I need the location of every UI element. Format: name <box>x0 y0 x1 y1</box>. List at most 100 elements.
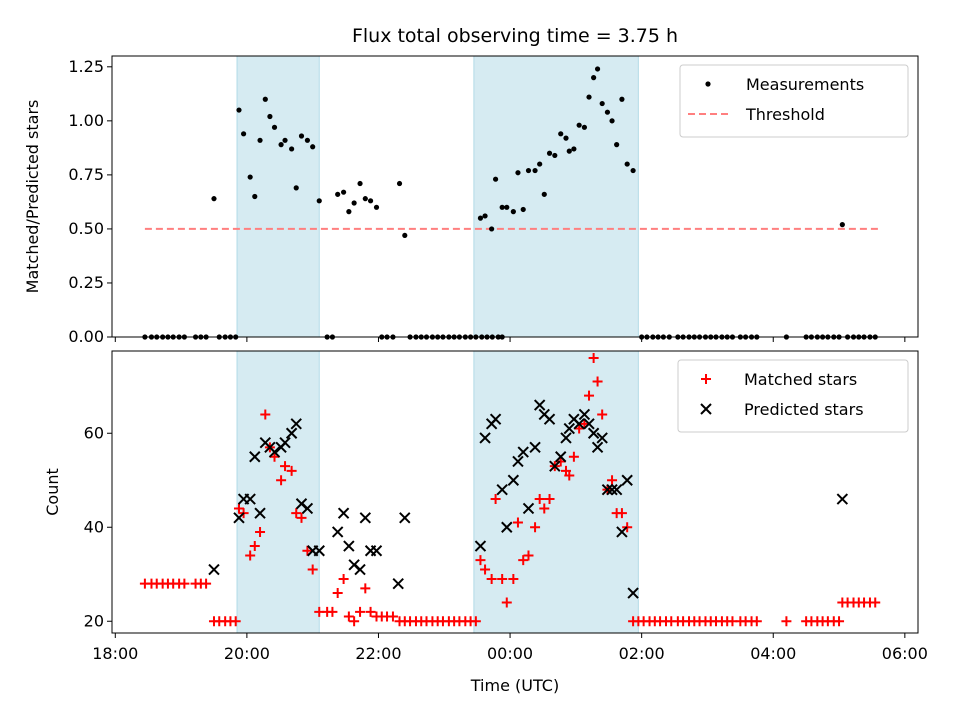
data-point <box>537 161 543 167</box>
top-panel: 0.00 0.25 0.50 0.75 1.00 1.25 Matched/Predicte… <box>23 25 919 346</box>
x-axis-label: Time (UTC) <box>470 676 559 695</box>
data-point <box>179 578 190 589</box>
data-point <box>307 564 318 575</box>
data-point <box>252 193 258 200</box>
x-tick-label: 02:00 <box>619 644 665 663</box>
data-point <box>839 222 845 228</box>
data-point <box>525 167 532 174</box>
data-point <box>211 196 217 202</box>
x-tick-label: 22:00 <box>355 644 401 663</box>
legend-box <box>677 359 909 433</box>
data-point <box>591 441 604 454</box>
data-point <box>316 198 322 204</box>
data-point <box>543 413 556 425</box>
y-axis-label: Count <box>43 468 62 516</box>
data-point <box>573 418 585 430</box>
data-point <box>244 493 256 505</box>
data-point <box>529 441 541 454</box>
chart-title: Flux total observing time = 3.75 h <box>352 25 678 47</box>
data-point <box>327 606 338 617</box>
legend-label: Predicted stars <box>744 400 864 419</box>
y-axis-label: Matched/Predicted stars <box>23 100 42 294</box>
data-point <box>249 541 260 552</box>
data-point <box>298 133 305 139</box>
data-point <box>262 96 268 102</box>
data-point <box>233 503 244 514</box>
data-point <box>508 573 519 584</box>
y-tick-label: 20 <box>84 611 104 630</box>
data-point <box>362 196 368 202</box>
plot-frame <box>111 55 919 338</box>
y-tick-label: 1.00 <box>68 111 104 130</box>
data-point <box>343 540 355 552</box>
data-point <box>286 465 297 476</box>
data-point <box>497 573 508 584</box>
data-point <box>230 616 241 627</box>
data-point <box>341 189 347 195</box>
data-point <box>836 493 849 505</box>
data-point <box>354 563 366 576</box>
data-point <box>332 588 343 599</box>
data-point <box>255 526 266 537</box>
data-point <box>247 174 253 180</box>
data-point <box>619 96 625 102</box>
data-point <box>534 494 545 505</box>
data-point <box>479 432 491 444</box>
data-point <box>480 564 491 575</box>
x-tick-label: 18:00 <box>92 644 138 663</box>
data-point <box>578 408 591 421</box>
legend: Measurements Threshold <box>679 64 909 138</box>
data-point <box>523 550 534 561</box>
data-point <box>271 124 278 130</box>
data-point <box>587 427 600 439</box>
data-point <box>549 460 561 472</box>
data-point <box>496 483 508 496</box>
data-point <box>591 75 597 81</box>
data-point <box>331 526 344 538</box>
data-point <box>387 611 398 622</box>
data-point <box>490 494 501 505</box>
data-point <box>870 597 881 608</box>
data-point <box>278 142 284 148</box>
y-tick-label: 0.75 <box>68 165 104 184</box>
data-point <box>285 427 298 439</box>
observing-window-0 <box>236 350 320 634</box>
data-point <box>392 577 404 590</box>
data-point <box>499 204 505 210</box>
legend-marker <box>701 374 711 384</box>
data-point <box>518 555 529 566</box>
legend-label: Measurements <box>746 75 864 94</box>
legend-label: Matched stars <box>744 370 857 389</box>
data-point <box>304 137 311 143</box>
data-point <box>781 616 792 627</box>
data-point <box>337 507 350 519</box>
data-point <box>313 545 325 557</box>
data-point <box>594 66 601 72</box>
data-point <box>474 540 487 552</box>
data-point <box>486 573 497 584</box>
data-point <box>233 512 245 524</box>
data-point <box>606 483 618 496</box>
data-point <box>630 167 636 174</box>
data-point <box>267 113 273 120</box>
y-tick-label: 0.00 <box>68 327 104 346</box>
x-tick-label: 04:00 <box>750 644 796 663</box>
data-point <box>515 170 521 176</box>
data-point <box>533 399 546 411</box>
data-point <box>564 470 575 481</box>
data-point <box>530 522 541 533</box>
legend-box <box>679 64 909 138</box>
data-point <box>512 517 523 528</box>
data-point <box>399 512 411 524</box>
data-point <box>268 446 281 458</box>
data-point <box>517 446 529 458</box>
y-tick-label: 0.50 <box>68 219 104 238</box>
data-point <box>571 146 577 152</box>
legend-marker <box>705 81 711 87</box>
data-point <box>349 616 360 627</box>
data-point <box>834 616 845 627</box>
data-point <box>558 131 564 137</box>
data-point <box>621 474 633 486</box>
data-point <box>367 198 374 204</box>
data-point <box>510 209 516 215</box>
